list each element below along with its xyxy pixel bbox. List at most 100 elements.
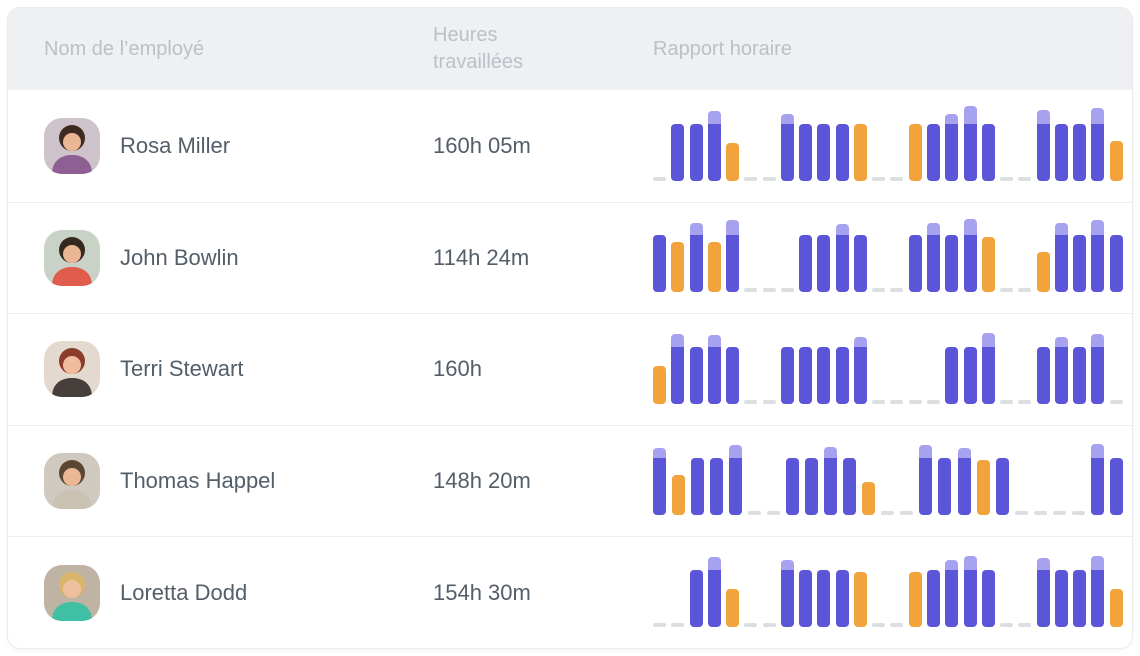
overtime-segment: [780, 559, 794, 570]
bar-fill: [908, 235, 922, 293]
hours-bar: [1054, 223, 1068, 293]
highlight-hours-bar: [853, 571, 867, 627]
bar-fill: [1091, 123, 1105, 181]
employee-row[interactable]: Rosa Miller 160h 05m: [8, 90, 1132, 202]
avatar: [44, 564, 100, 621]
highlight-hours-bar: [976, 460, 990, 516]
overtime-segment: [1054, 336, 1068, 347]
hours-chart-cell: [653, 214, 1123, 293]
hours-bar: [1073, 123, 1087, 181]
hours-bar: [653, 448, 666, 516]
off-day-dash: [872, 399, 886, 404]
hours-bar: [1036, 109, 1050, 181]
hours-bar: [710, 458, 724, 516]
hours-bar: [945, 559, 959, 627]
bar-fill: [799, 346, 813, 404]
bar-fill: [726, 346, 740, 404]
hours-bar: [963, 105, 977, 181]
hours-chart: [653, 326, 1123, 404]
bar-fill: [945, 569, 959, 627]
hours-bar: [1109, 458, 1123, 516]
bar-fill: [835, 346, 849, 404]
hours-bar: [963, 346, 977, 404]
bar-fill: [726, 235, 740, 293]
employee-row[interactable]: John Bowlin 114h 24m: [8, 201, 1132, 314]
bar-fill: [843, 458, 857, 516]
hours-bar: [835, 224, 849, 293]
overtime-segment: [1054, 223, 1068, 236]
hours-bar: [945, 346, 959, 404]
column-header-hours-worked: Heures travaillées: [433, 24, 524, 73]
highlight-bar-fill: [862, 482, 876, 516]
bar-fill: [1054, 123, 1068, 181]
hours-bar: [945, 235, 959, 293]
off-day-dash: [1018, 622, 1032, 627]
highlight-hours-bar: [672, 475, 686, 516]
bar-fill: [1054, 346, 1068, 404]
bar-fill: [963, 123, 977, 181]
off-day-dash: [1000, 399, 1014, 404]
highlight-bar-fill: [853, 571, 867, 627]
bar-fill: [1073, 123, 1087, 181]
overtime-segment: [963, 105, 977, 124]
employee-name: Loretta Dodd: [120, 579, 248, 605]
overtime-segment: [824, 447, 838, 459]
bar-fill: [1109, 458, 1123, 516]
hours-bar: [1036, 346, 1050, 404]
off-day-dash: [744, 399, 758, 404]
highlight-bar-fill: [726, 142, 740, 181]
bar-fill: [945, 235, 959, 293]
hours-bar: [780, 346, 794, 404]
table-header: Nom de l’employé Heures travaillées Rapp…: [8, 8, 1132, 90]
overtime-segment: [853, 336, 867, 347]
off-day-dash: [762, 288, 776, 293]
off-day-dash: [744, 176, 758, 181]
highlight-hours-bar: [853, 123, 867, 181]
hours-bar: [853, 235, 867, 293]
bar-fill: [671, 346, 685, 404]
off-day-dash: [908, 399, 922, 404]
hours-bar: [1109, 235, 1123, 293]
bar-fill: [817, 346, 831, 404]
bar-fill: [1036, 123, 1050, 181]
hours-bar: [843, 458, 857, 516]
off-day-dash: [744, 288, 758, 293]
hours-bar: [805, 458, 819, 516]
bar-fill: [805, 458, 819, 516]
bar-fill: [957, 458, 971, 516]
hours-chart-cell: [653, 549, 1123, 627]
avatar-illustration: [44, 341, 100, 398]
off-day-dash: [1033, 511, 1047, 516]
off-day-dash: [767, 511, 781, 516]
bar-fill: [1073, 346, 1087, 404]
overtime-segment: [919, 445, 933, 459]
hours-bar: [1054, 336, 1068, 404]
hours-bar: [963, 555, 977, 627]
hours-chart-cell: [653, 103, 1123, 181]
employee-row[interactable]: Loretta Dodd 154h 30m: [8, 536, 1132, 648]
highlight-bar-fill: [908, 123, 922, 181]
hours-chart: [653, 103, 1123, 181]
off-day-dash: [1109, 399, 1123, 404]
off-day-dash: [1018, 399, 1032, 404]
highlight-bar-fill: [981, 237, 995, 293]
highlight-bar-fill: [976, 460, 990, 516]
hours-bar: [817, 123, 831, 181]
off-day-dash: [872, 622, 886, 627]
bar-fill: [707, 346, 721, 404]
employee-row[interactable]: Thomas Happel 148h 20m: [8, 424, 1132, 537]
hours-bar: [780, 559, 794, 627]
highlight-hours-bar: [671, 242, 685, 293]
off-day-dash: [926, 399, 940, 404]
bar-fill: [926, 569, 940, 627]
hours-bar: [981, 123, 995, 181]
hours-bar: [786, 458, 800, 516]
bar-fill: [799, 123, 813, 181]
bar-fill: [780, 123, 794, 181]
employee-row[interactable]: Terri Stewart 160h: [8, 313, 1132, 425]
hours-bar: [817, 346, 831, 404]
highlight-bar-fill: [671, 242, 685, 293]
column-header-employee-name: Nom de l’employé: [44, 37, 205, 60]
hours-bar: [963, 219, 977, 293]
bar-fill: [1073, 569, 1087, 627]
